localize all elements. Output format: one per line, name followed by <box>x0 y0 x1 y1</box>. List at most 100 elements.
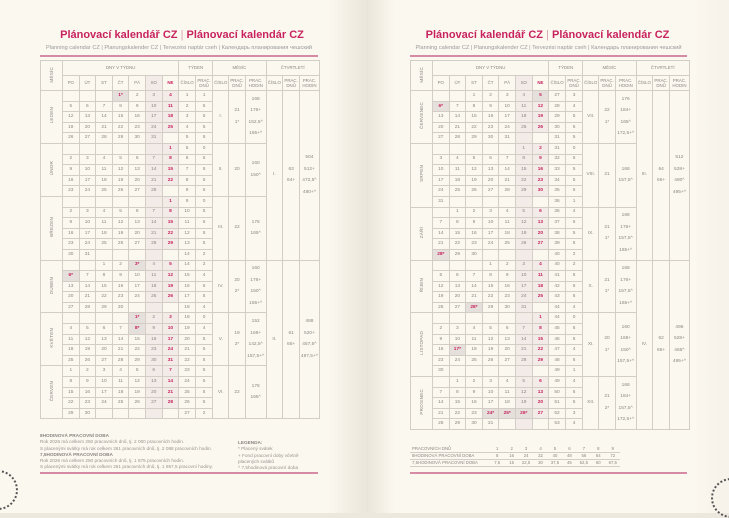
month-number: X. <box>582 259 600 314</box>
day-cell: 22 <box>62 397 80 409</box>
week-number: 48 <box>548 354 566 367</box>
table-row: 6* 7 8 9 10 11 12 15 4 <box>41 270 320 282</box>
day-cell: 4 <box>144 259 163 272</box>
header-sub: ČÍSLO <box>212 75 230 91</box>
day-cell: 5 <box>514 376 533 388</box>
week-workdays: 5 <box>564 227 584 240</box>
day-cell: 5 <box>161 259 180 272</box>
day-cell: 14 <box>144 217 163 229</box>
month-workdays: 20 2* <box>228 259 246 314</box>
day-cell <box>161 301 180 314</box>
day-cell: 27 <box>432 132 450 144</box>
day-cell: 19 <box>481 344 500 356</box>
day-cell: 18 <box>161 111 180 123</box>
header-quarter: ČTVRTLETÍ <box>265 60 320 76</box>
day-cell: 7 <box>465 270 483 282</box>
day-cell: 4 <box>95 206 113 219</box>
day-cell: 10 <box>95 376 113 388</box>
month-number: I. <box>212 90 230 144</box>
day-cell: 26 <box>62 132 80 144</box>
summary-value: 52,5 <box>576 459 592 467</box>
week-workdays: 5 <box>564 111 584 123</box>
table-row: 16 17 18 19 20 21 22 12 5 <box>41 227 320 240</box>
day-cell <box>481 312 500 325</box>
week-number: 37 <box>548 217 566 229</box>
day-cell: 12 <box>161 270 180 282</box>
day-cell: 10 <box>432 164 450 176</box>
day-cell <box>62 259 80 272</box>
week-workdays: 4 <box>564 206 584 219</box>
header-sub: PRAC. DNŮ <box>564 75 584 91</box>
week-workdays: 5 <box>564 153 584 166</box>
table-row: 6* 7 8 9 10 11 12 28 4 <box>411 100 690 113</box>
day-cell: 25 <box>498 238 516 250</box>
day-cell: 21 <box>432 238 450 250</box>
day-cell: 18 <box>62 344 80 356</box>
day-cell: 23 <box>432 354 450 367</box>
day-cell: 27 <box>531 238 550 250</box>
day-cell <box>498 312 516 325</box>
day-cell: 17 <box>161 333 180 346</box>
day-cell: 28* <box>432 248 450 261</box>
day-cell: 6 <box>78 100 97 113</box>
day-cell: 10 <box>448 333 467 346</box>
week-workdays: 0 <box>564 142 584 155</box>
week-number: 16 <box>178 280 196 293</box>
quarter-workdays: 63 64+ <box>282 90 301 261</box>
month-workdays: 20 1* <box>598 312 616 378</box>
month-workdays: 22 <box>228 365 246 420</box>
day-cell: 13 <box>144 376 163 388</box>
day-cell: 13 <box>498 333 516 346</box>
day-cell: 19 <box>514 397 533 409</box>
day-cell: 30 <box>465 418 483 430</box>
day-cell <box>95 195 113 208</box>
header-so: SO <box>514 75 533 91</box>
week-workdays: 0 <box>194 142 214 155</box>
day-cell: 1* <box>128 312 146 325</box>
day-cell: 26 <box>78 354 97 367</box>
header-days: DNY V TÝDNU <box>61 60 180 76</box>
day-cell: 15 <box>128 333 146 346</box>
header-st: ST <box>465 75 483 91</box>
day-cell: 25 <box>514 121 533 134</box>
week-workdays: 5 <box>564 397 584 409</box>
day-cell: 16 <box>78 386 97 399</box>
month-hours: 168 176+ 157,5^ 165+^ <box>614 259 637 314</box>
day-cell: 2 <box>78 365 97 378</box>
day-cell: 24 <box>432 185 450 197</box>
day-cell: 20 <box>128 174 146 187</box>
week-number: 50 <box>548 386 566 399</box>
table-row: 14 15 16 17 18 19 20 51 5 <box>411 397 690 409</box>
quarter-number: I. <box>265 90 284 261</box>
quarter-hours: 496 528+ 465^ 495+^ <box>669 259 690 430</box>
day-cell <box>514 248 533 261</box>
summary-label: 7,5HODINOVÁ PRACOVNÍ DOBA <box>410 459 490 467</box>
week-workdays: 5 <box>564 323 584 335</box>
week-number: 28 <box>548 100 566 113</box>
week-number: 30 <box>548 121 566 134</box>
day-cell: 14 <box>432 397 450 409</box>
day-cell: 26 <box>161 291 180 303</box>
day-cell: 20 <box>78 121 97 134</box>
day-cell <box>481 142 500 155</box>
table-row: 2 3 4 5 6 7 8 45 5 <box>411 323 690 335</box>
day-cell: 4 <box>111 365 130 378</box>
day-cell: 10 <box>514 270 533 282</box>
week-workdays: 5 <box>564 121 584 134</box>
day-cell: 27 <box>128 185 146 197</box>
day-cell: 27 <box>78 132 97 144</box>
month-name: ÚNOR <box>40 142 63 197</box>
day-cell: 3 <box>481 376 500 388</box>
day-cell: 28 <box>111 354 130 367</box>
calendar-table-h1: MĚSÍC DNY V TÝDNU TÝDEN MĚSÍC ČTVRTLETÍ PO ÚT S… <box>40 60 320 420</box>
header-pá: PÁ <box>498 75 516 91</box>
table-row: 9 10 11 12 13 14 15 46 5 <box>411 333 690 346</box>
page-subtitle: Planning calendar CZ | Planungskalender … <box>415 45 682 51</box>
day-cell: 16 <box>128 111 146 123</box>
quarter-workdays: 64 66+ <box>652 90 671 261</box>
day-cell: 25 <box>144 291 163 303</box>
day-cell <box>531 418 550 430</box>
day-cell: 8 <box>448 217 467 229</box>
day-cell: 28 <box>144 238 163 250</box>
week-number: 42 <box>548 280 566 293</box>
